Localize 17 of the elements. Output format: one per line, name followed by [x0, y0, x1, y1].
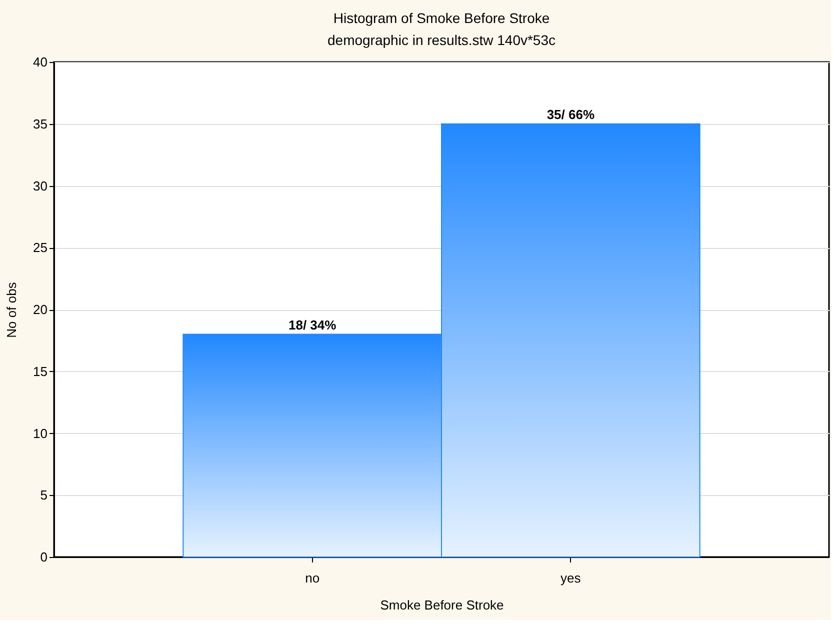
y-tick-label: 0	[40, 550, 48, 564]
x-axis-title: Smoke Before Stroke	[380, 598, 504, 612]
data-label: 35/ 66%	[546, 106, 595, 122]
chart-title: Histogram of Smoke Before Stroke	[333, 10, 550, 26]
chart-subtitle: demographic in results.stw 140v*53c	[327, 32, 556, 48]
y-tick-label: 15	[33, 364, 48, 379]
x-tick-label: yes	[560, 570, 582, 586]
y-tick-label: 35	[33, 116, 48, 132]
y-tick-label: 20	[33, 302, 48, 317]
y-tick-label: 5	[40, 488, 48, 503]
data-label: 18/ 34%	[288, 317, 337, 332]
y-tick-label: 25	[33, 240, 48, 256]
y-axis-title: No of obs	[4, 282, 20, 338]
y-tick-label: 40	[33, 54, 48, 70]
x-tick-label: no	[305, 570, 320, 586]
y-tick-label: 30	[33, 178, 48, 194]
y-tick-label: 10	[33, 426, 48, 441]
